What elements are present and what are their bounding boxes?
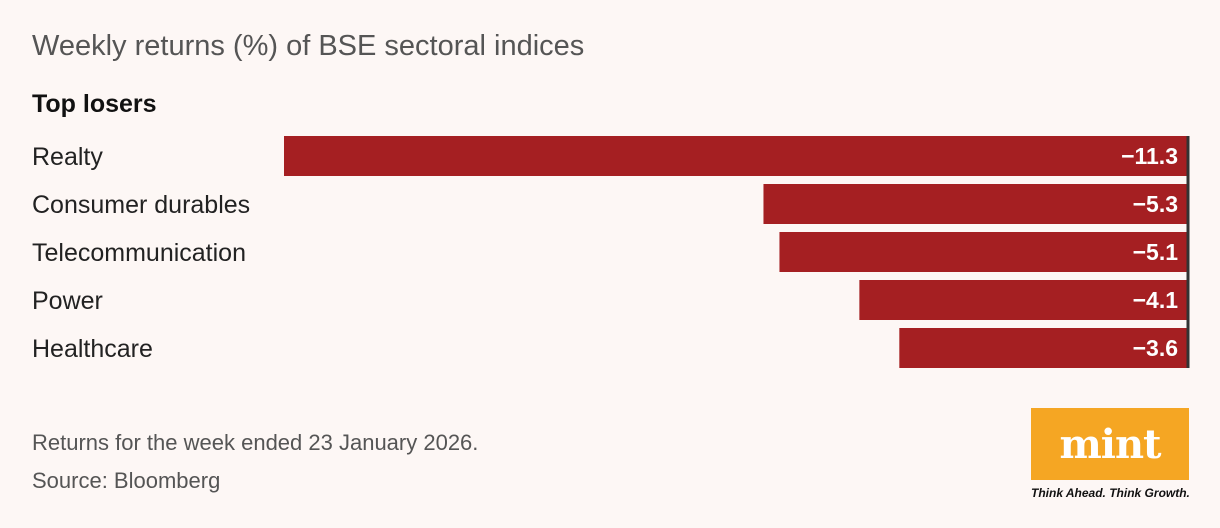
value-label: −4.1 [1133,287,1179,313]
value-label: −5.1 [1133,239,1179,265]
bar-chart: Realty −11.3 Consumer durables −5.3 Telecomm… [32,136,1190,368]
value-label: −5.3 [1133,191,1178,217]
chart-subtitle: Top losers [32,90,157,118]
logo-tagline: Think Ahead. Think Growth. [1031,486,1190,500]
bar-realty [284,136,1187,176]
value-label: −11.3 [1121,143,1178,169]
chart-title: Weekly returns (%) of BSE sectoral indic… [32,30,585,62]
source-note: Source: Bloomberg [32,468,221,493]
bar-consumer-durables [763,184,1187,224]
mint-logo: mint [1031,408,1189,480]
category-label: Power [32,287,103,315]
category-label: Consumer durables [32,191,250,219]
bar-healthcare [899,328,1187,368]
footnote: Returns for the week ended 23 January 20… [32,430,479,455]
value-label: −3.6 [1133,335,1178,361]
logo-text: mint [1059,420,1161,468]
bar-power [859,280,1187,320]
category-label: Realty [32,143,103,171]
bar-telecommunication [779,232,1187,272]
category-label: Healthcare [32,335,153,363]
category-label: Telecommunication [32,239,246,267]
